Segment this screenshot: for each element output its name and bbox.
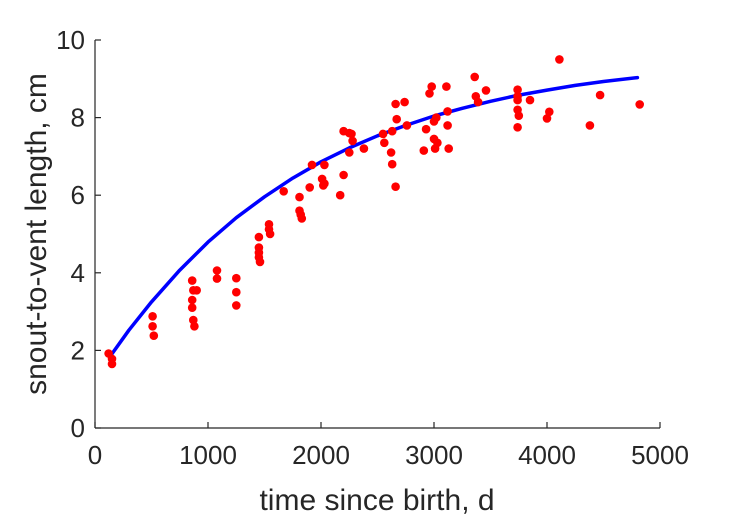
data-point (400, 97, 409, 107)
data-point (212, 266, 222, 275)
data-point (378, 129, 388, 139)
x-tick-label: 5000 (631, 440, 689, 470)
data-point (432, 113, 441, 122)
y-tick-label: 8 (71, 103, 85, 133)
data-point (149, 331, 159, 341)
data-point (339, 170, 348, 180)
data-point (320, 160, 329, 170)
data-point (265, 229, 275, 239)
data-point (392, 114, 402, 124)
fit-curve (107, 75, 640, 359)
data-point (391, 99, 400, 109)
data-point (335, 190, 345, 200)
data-point (307, 160, 317, 170)
data-point (232, 287, 241, 297)
data-point (542, 114, 552, 123)
data-point (148, 312, 157, 321)
data-point (387, 126, 397, 136)
data-point (190, 322, 199, 331)
data-point (295, 192, 304, 202)
data-point (421, 124, 431, 134)
data-point (279, 187, 289, 196)
x-tick-label: 4000 (518, 440, 576, 470)
y-axis-label: snout-to-vent length, cm (20, 73, 53, 395)
y-tick-label: 2 (71, 335, 85, 365)
data-point (232, 301, 241, 310)
data-point (635, 100, 644, 109)
data-point (443, 121, 452, 130)
data-point (387, 159, 397, 169)
data-point (232, 273, 241, 283)
data-point (345, 148, 354, 157)
data-point (513, 123, 522, 132)
data-point (107, 359, 117, 369)
data-point (348, 136, 357, 146)
data-point (514, 111, 524, 120)
data-point (380, 138, 389, 148)
data-point (402, 121, 412, 130)
data-point (187, 295, 197, 305)
data-point (555, 55, 564, 64)
data-point (443, 107, 452, 116)
data-point (442, 82, 451, 91)
y-tick-label: 0 (71, 413, 85, 443)
data-point (545, 107, 554, 117)
data-point (444, 144, 454, 153)
data-point (187, 303, 197, 313)
data-point (297, 214, 307, 223)
data-point (391, 182, 400, 191)
data-point (473, 97, 483, 107)
data-point (148, 322, 157, 331)
data-point (481, 86, 491, 95)
y-tick-label: 6 (71, 180, 85, 210)
x-tick-label: 2000 (292, 440, 350, 470)
y-tick-label: 10 (56, 25, 85, 55)
data-point (319, 181, 328, 190)
data-point (513, 95, 522, 105)
data-point (305, 183, 315, 192)
x-tick-label: 3000 (405, 440, 463, 470)
data-point (525, 95, 535, 105)
data-point (359, 144, 369, 153)
data-point (419, 146, 429, 155)
data-point (470, 72, 480, 82)
data-point (212, 274, 222, 283)
data-point (425, 89, 434, 98)
data-point (513, 85, 522, 94)
x-tick-label: 0 (88, 440, 102, 470)
data-point (585, 121, 595, 130)
data-point (187, 276, 197, 285)
data-point (255, 257, 265, 267)
plot-area: 0 1000 2000 3000 4000 5000 0 2 4 6 8 10 (56, 25, 689, 470)
data-point (254, 232, 264, 242)
x-tick-label: 1000 (179, 440, 237, 470)
data-point (347, 129, 356, 139)
data-point (595, 90, 605, 100)
y-tick-label: 4 (71, 258, 85, 288)
x-axis-label: time since birth, d (259, 484, 494, 517)
data-point (386, 148, 396, 157)
data-point (433, 138, 442, 148)
data-point (192, 286, 201, 295)
data-point (427, 82, 437, 91)
